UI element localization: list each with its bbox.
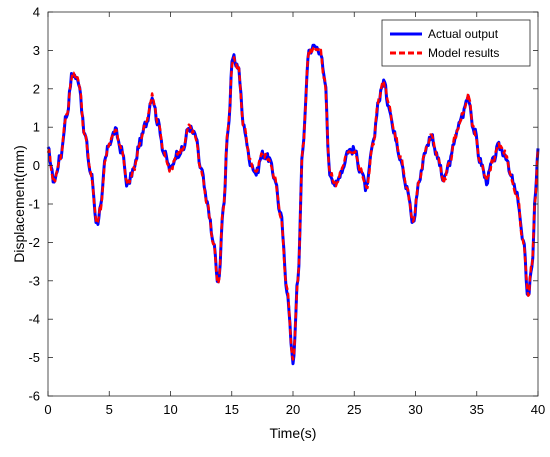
legend-label-actual-output: Actual output bbox=[428, 27, 499, 41]
x-tick-label: 40 bbox=[531, 402, 545, 417]
y-tick-label: -1 bbox=[28, 197, 40, 212]
y-axis-label: Displacement(mm) bbox=[11, 145, 27, 262]
y-tick-label: -5 bbox=[28, 350, 40, 365]
x-tick-label: 15 bbox=[225, 402, 239, 417]
legend-label-model-results: Model results bbox=[428, 46, 499, 60]
y-axis-ticks: -6 -5 -4 -3 -2 -1 0 1 2 3 4 bbox=[28, 5, 538, 404]
x-tick-label: 25 bbox=[347, 402, 361, 417]
y-tick-label: -3 bbox=[28, 273, 40, 288]
y-tick-label: 4 bbox=[33, 5, 40, 20]
y-tick-label: -6 bbox=[28, 389, 40, 404]
series-layer bbox=[46, 43, 540, 366]
x-tick-label: 30 bbox=[408, 402, 422, 417]
y-tick-label: 2 bbox=[33, 81, 40, 96]
x-axis-ticks: 0 5 10 15 20 25 30 35 40 bbox=[44, 12, 545, 417]
y-tick-label: 1 bbox=[33, 120, 40, 135]
x-tick-label: 10 bbox=[163, 402, 177, 417]
y-tick-label: -4 bbox=[28, 312, 40, 327]
y-tick-label: 3 bbox=[33, 43, 40, 58]
x-axis-label: Time(s) bbox=[270, 425, 317, 441]
x-tick-label: 35 bbox=[470, 402, 484, 417]
legend-box bbox=[381, 19, 531, 67]
x-tick-label: 0 bbox=[44, 402, 51, 417]
y-tick-label: 0 bbox=[33, 158, 40, 173]
series-line-model-results bbox=[46, 45, 540, 361]
y-tick-label: -2 bbox=[28, 235, 40, 250]
x-tick-label: 5 bbox=[106, 402, 113, 417]
x-tick-label: 20 bbox=[286, 402, 300, 417]
legend: Actual output Model results bbox=[381, 19, 531, 67]
